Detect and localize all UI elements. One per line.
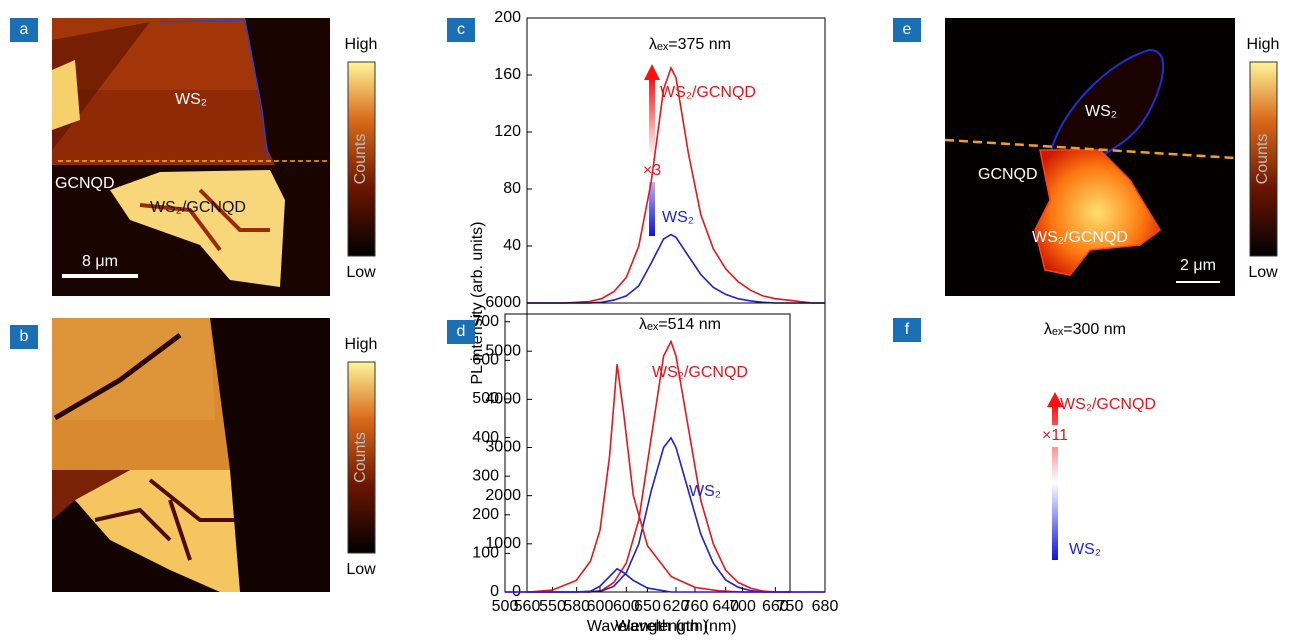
- y-tick-label: 700: [472, 313, 499, 330]
- x-tick-label: 640: [712, 598, 739, 615]
- panel-badge: [893, 18, 921, 42]
- x-tick-label: 750: [777, 598, 804, 615]
- colorbar-low: Low: [346, 561, 376, 578]
- gradient-arrow: [1052, 405, 1058, 560]
- image-label: WS₂/GCNQD: [150, 199, 246, 216]
- annotation: WS₂: [689, 483, 721, 500]
- panel-label: e: [903, 21, 912, 38]
- y-tick-label: 120: [494, 123, 521, 140]
- annotation: ×11: [1042, 427, 1068, 444]
- image-e: [944, 18, 1236, 296]
- series-line: [505, 364, 790, 593]
- arrow-head: [644, 64, 660, 80]
- series-line: [505, 567, 790, 593]
- plot-frame: [504, 313, 791, 593]
- y-tick-label: 200: [494, 9, 521, 26]
- x-tick-label: 650: [634, 598, 661, 615]
- image-label: WS₂: [175, 91, 207, 108]
- x-tick-label: 580: [563, 598, 590, 615]
- series-line: [527, 65, 825, 304]
- arrow-head: [1047, 392, 1063, 407]
- x-axis-label: Wavelength (nm): [587, 618, 708, 635]
- x-tick-label: 600: [587, 598, 614, 615]
- panel-badge: [447, 18, 475, 42]
- scale-bar-label: 2 μm: [1180, 257, 1216, 274]
- panel-badge: [447, 320, 475, 344]
- panel-label: a: [20, 21, 29, 38]
- y-tick-label: 0: [490, 583, 499, 600]
- x-tick-label: 680: [812, 598, 839, 615]
- panel-label: d: [457, 323, 466, 340]
- y-tick-label: 3000: [485, 439, 521, 456]
- x-tick-label: 700: [729, 598, 756, 615]
- y-tick-label: 2000: [485, 487, 521, 504]
- annotation: λₑₓ=375 nm: [649, 36, 731, 53]
- colorbar: [347, 61, 376, 257]
- annotation: WS₂/GCNQD: [652, 364, 748, 381]
- colorbar-high: High: [1247, 36, 1280, 53]
- panel-badge: [10, 18, 38, 42]
- annotation: WS₂/GCNQD: [660, 84, 756, 101]
- y-tick-label: 400: [472, 429, 499, 446]
- series-line: [527, 436, 825, 593]
- x-tick-label: 500: [492, 598, 519, 615]
- annotation: WS₂: [1069, 541, 1101, 558]
- annotation: ×3: [643, 162, 661, 179]
- colorbar-high: High: [345, 336, 378, 353]
- panel-label: f: [905, 321, 910, 338]
- annotation: λₑₓ=514 nm: [639, 316, 721, 333]
- x-tick-label: 760: [682, 598, 709, 615]
- image-b: [52, 318, 330, 592]
- annotation: WS₂: [662, 209, 694, 226]
- annotation: λₑₓ=300 nm: [1044, 321, 1126, 338]
- colorbar-low: Low: [1248, 264, 1278, 281]
- y-tick-label: 600: [472, 352, 499, 369]
- x-tick-label: 550: [539, 598, 566, 615]
- image-label: WS₂: [1085, 103, 1117, 120]
- y-tick-label: 6000: [485, 294, 521, 311]
- colorbar: [347, 361, 376, 554]
- colorbar-title: Counts: [1254, 134, 1271, 185]
- colorbar-title: Counts: [352, 432, 369, 483]
- x-tick-label: 560: [514, 598, 541, 615]
- y-tick-label: 5000: [485, 342, 521, 359]
- x-axis-label: Wavelength (nm): [615, 618, 736, 635]
- colorbar: [1249, 61, 1278, 257]
- y-tick-label: 80: [503, 180, 521, 197]
- panel-badge: [10, 325, 38, 349]
- panel-badge: [893, 318, 921, 342]
- y-tick-label: 4000: [485, 391, 521, 408]
- y-tick-label: 1000: [485, 535, 521, 552]
- y-tick-label: 100: [472, 545, 499, 562]
- image-a: [52, 18, 330, 296]
- x-tick-label: 660: [762, 598, 789, 615]
- panel-label: b: [20, 328, 29, 345]
- gradient-arrow: [649, 78, 655, 236]
- image-label: GCNQD: [55, 175, 115, 192]
- colorbar-high: High: [345, 36, 378, 53]
- colorbar-low: Low: [346, 264, 376, 281]
- y-tick-label: 500: [472, 390, 499, 407]
- panel-label: c: [457, 21, 465, 38]
- image-label: GCNQD: [978, 166, 1038, 183]
- x-tick-label: 620: [663, 598, 690, 615]
- y-tick-label: 200: [472, 506, 499, 523]
- y-tick-label: 300: [472, 467, 499, 484]
- plot-frame: [526, 17, 826, 304]
- arrow-gap: [1040, 425, 1070, 447]
- annotation: WS₂/GCNQD: [1060, 396, 1156, 413]
- y-tick-label: 160: [494, 66, 521, 83]
- scale-bar-label: 8 μm: [82, 253, 118, 270]
- series-line: [527, 233, 825, 304]
- x-tick-label: 600: [613, 598, 640, 615]
- colorbar-title: Counts: [352, 134, 369, 185]
- image-label: WS₂/GCNQD: [1032, 229, 1128, 246]
- y-tick-label: 40: [503, 237, 521, 254]
